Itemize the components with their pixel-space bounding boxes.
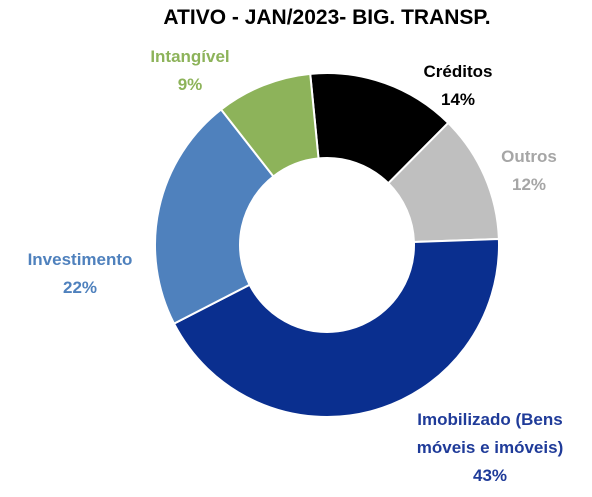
value-label: 14% bbox=[440, 90, 476, 109]
slice-label: Intangível 9% bbox=[130, 43, 250, 99]
value-label: 9% bbox=[177, 75, 203, 94]
category-label: Imobilizado (Bens móveis e imóveis) bbox=[416, 410, 564, 457]
category-label: Créditos bbox=[423, 62, 493, 81]
donut-segment bbox=[154, 108, 275, 325]
category-label: Investimento bbox=[27, 250, 133, 269]
category-label: Outros bbox=[501, 147, 557, 166]
slice-label: Créditos 14% bbox=[398, 58, 518, 114]
slice-label: Imobilizado (Bens móveis e imóveis) 43% bbox=[390, 406, 590, 490]
value-label: 43% bbox=[472, 466, 508, 485]
donut-segment bbox=[172, 237, 500, 418]
category-label: Intangível bbox=[150, 47, 230, 66]
value-label: 12% bbox=[511, 175, 547, 194]
slice-label: Investimento 22% bbox=[0, 246, 160, 302]
donut-segment bbox=[219, 72, 320, 178]
value-label: 22% bbox=[62, 278, 98, 297]
slice-label: Outros 12% bbox=[479, 143, 579, 199]
chart-title: ATIVO - JAN/2023- BIG. TRANSP. bbox=[163, 6, 491, 29]
